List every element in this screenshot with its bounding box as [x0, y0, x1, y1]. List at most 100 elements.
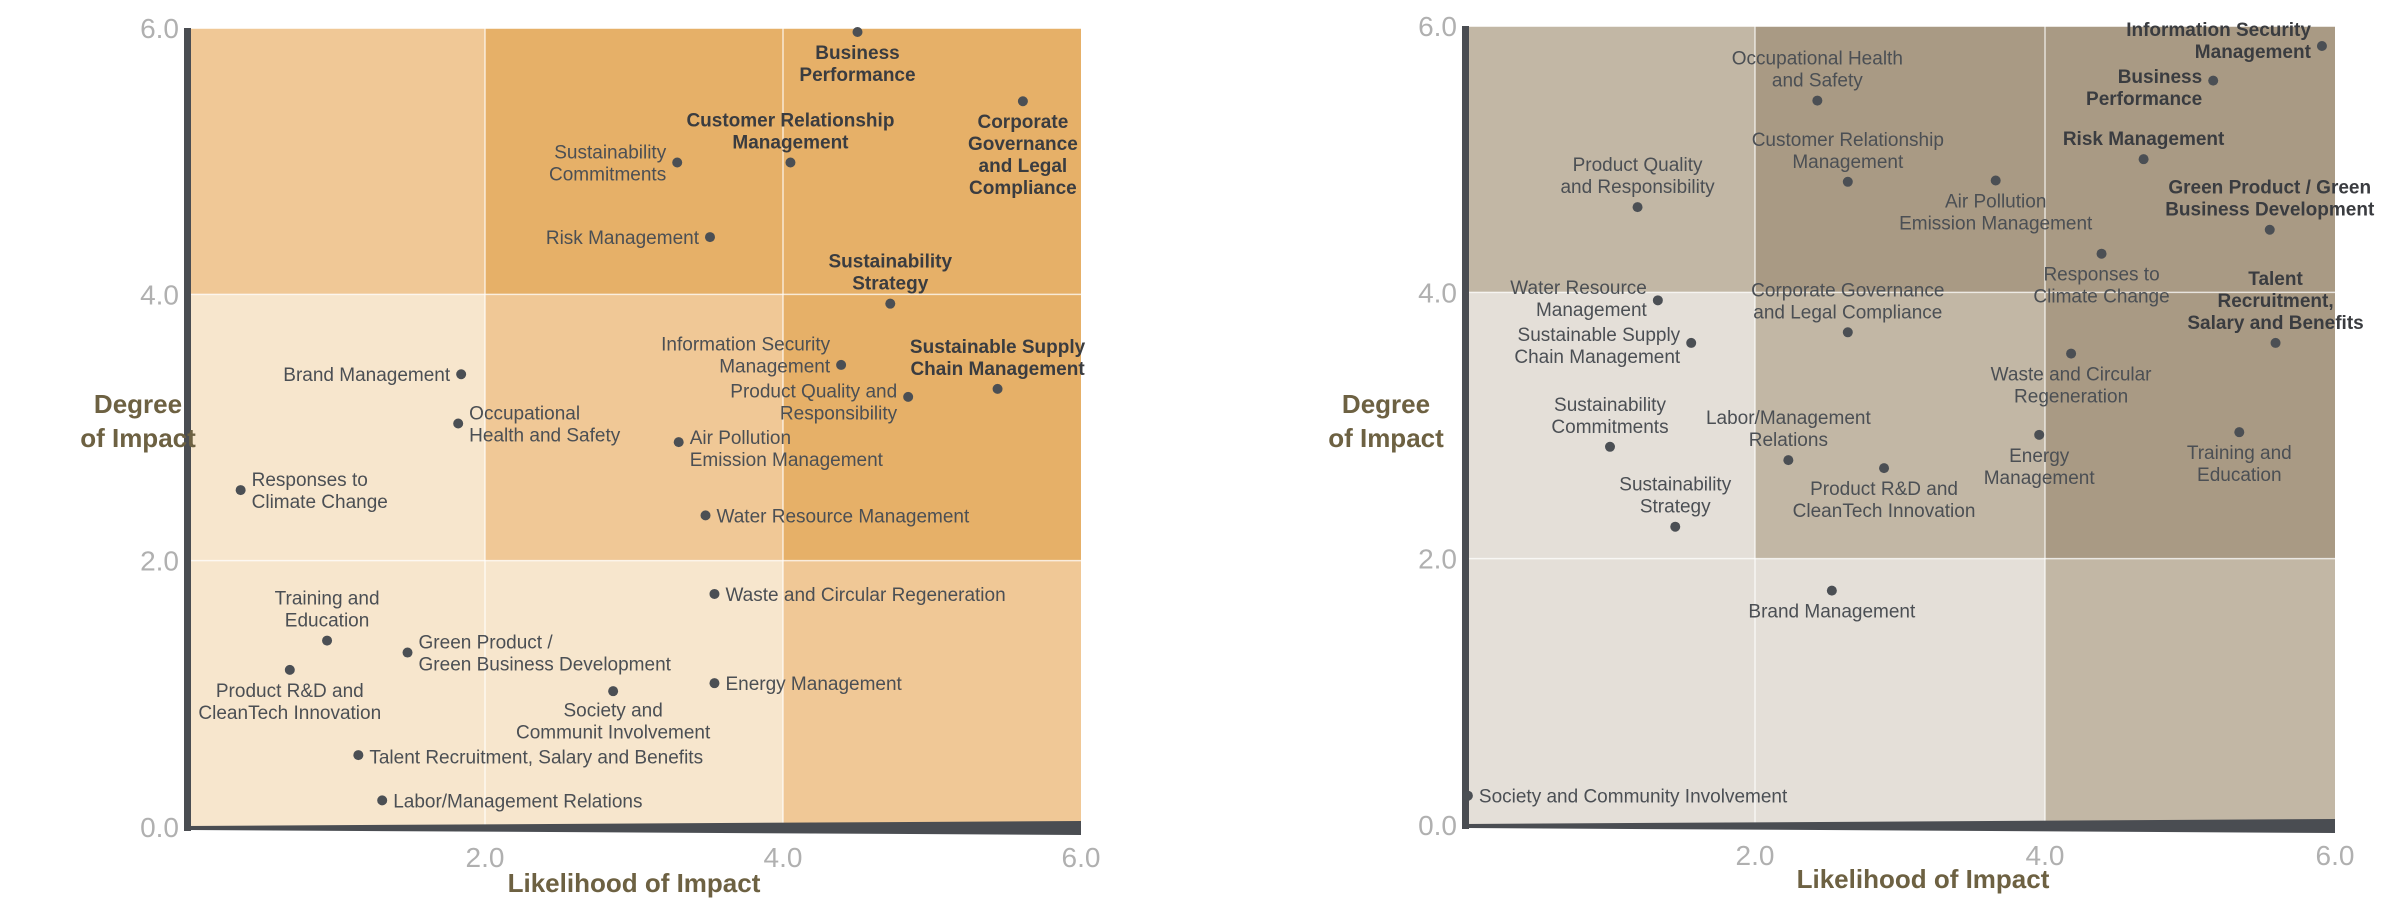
data-point — [2208, 75, 2219, 86]
data-label: Corporate Governance and Legal Compliance — [968, 112, 1078, 199]
data-point-group: Sustainable Supply Chain Management — [1514, 325, 1697, 368]
x-tick-label: 2.0 — [1736, 840, 1775, 871]
data-point-group: Talent Recruitment, Salary and Benefits — [353, 748, 703, 769]
data-point-group: Customer Relationship Management — [686, 110, 894, 168]
risk-zones — [1465, 26, 2335, 825]
data-point — [852, 26, 863, 37]
data-label: Society and Community Involvement — [1479, 787, 1788, 808]
data-point-group: Air Pollution Emission Management — [673, 428, 884, 471]
data-point — [2316, 40, 2327, 51]
data-label: Product Quality and Responsibility — [1560, 155, 1715, 198]
data-point — [1670, 521, 1681, 532]
data-point — [453, 418, 464, 429]
x-tick-label: 6.0 — [1062, 842, 1101, 873]
x-tick-label: 6.0 — [2316, 840, 2355, 871]
data-point-group: Sustainability Strategy — [1619, 475, 1732, 532]
data-point-group: Product R&D and CleanTech Innovation — [198, 664, 381, 724]
data-point-group: Sustainable Supply Chain Management — [910, 337, 1086, 394]
data-label: Occupational Health and Safety — [1732, 49, 1903, 92]
data-label: Talent Recruitment, Salary and Benefits — [369, 748, 703, 769]
x-axis-title: Likelihood of Impact — [508, 868, 761, 898]
data-point-group: Product R&D and CleanTech Innovation — [1793, 463, 1976, 522]
zone-low — [1755, 558, 2045, 825]
data-point — [1812, 95, 1823, 106]
x-tick-label: 4.0 — [764, 842, 803, 873]
y-tick-label: 2.0 — [140, 546, 179, 577]
data-point — [1632, 202, 1643, 213]
data-point — [673, 437, 684, 448]
zone-high — [1755, 26, 2045, 293]
data-point-group: Responses to Climate Change — [2033, 248, 2170, 308]
data-label: Information Security Management — [661, 335, 831, 378]
data-label: Waste and Circular Regeneration — [725, 585, 1005, 606]
x-axis-line — [187, 821, 1081, 835]
data-point-group: Training and Education — [275, 589, 380, 646]
data-label: Information Security Management — [2126, 20, 2311, 63]
data-point-group: Energy Management — [1984, 429, 2095, 489]
data-point — [608, 686, 619, 697]
data-label: Responses to Climate Change — [252, 470, 388, 513]
zone-high — [2045, 292, 2335, 559]
data-label: Product Quality and Responsibility — [730, 381, 897, 424]
data-point-group: Risk Management — [2063, 129, 2225, 165]
y-tick-label: 6.0 — [1418, 11, 1457, 42]
zone-low — [1465, 292, 1755, 559]
data-point-group: Brand Management — [283, 365, 467, 386]
data-point-group: Occupational Health and Safety — [1732, 49, 1903, 106]
data-label: Risk Management — [546, 228, 700, 249]
data-point — [836, 359, 847, 370]
data-point-group: Corporate Governance and Legal Compliance — [968, 96, 1078, 199]
data-label: Sustainability Commitments — [549, 142, 667, 185]
data-label: Customer Relationship Management — [1752, 130, 1944, 173]
x-tick-label: 2.0 — [466, 842, 505, 873]
data-point-group: Brand Management — [1748, 585, 1916, 623]
y-axis-title: Degree of Impact — [80, 389, 196, 453]
zone-medium — [187, 28, 485, 295]
data-label: Business Performance — [2086, 67, 2202, 110]
data-point — [2096, 248, 2107, 259]
data-point — [2066, 348, 2077, 359]
data-label: Sustainable Supply Chain Management — [910, 337, 1086, 380]
data-label: Society and Communit Involvement — [516, 701, 711, 744]
data-point-group: Information Security Management — [2126, 20, 2327, 63]
zone-medium — [2045, 558, 2335, 825]
data-point-group: Waste and Circular Regeneration — [709, 585, 1006, 606]
y-tick-label: 0.0 — [1418, 810, 1457, 841]
data-point — [1017, 96, 1028, 107]
data-label: Responses to Climate Change — [2033, 265, 2169, 308]
data-label: Sustainability Strategy — [1619, 475, 1731, 518]
data-label: Air Pollution Emission Management — [690, 428, 884, 471]
data-label: Training and Education — [2187, 443, 2292, 486]
y-tick-label: 4.0 — [1418, 277, 1457, 308]
data-point-group: Sustainability Commitments — [549, 142, 683, 185]
data-point — [1783, 455, 1794, 466]
zone-high — [2045, 26, 2335, 293]
x-axis-title: Likelihood of Impact — [1797, 864, 2050, 894]
data-point-group: Society and Community Involvement — [1462, 787, 1788, 808]
data-point-group: Green Product / Green Business Developmen… — [2165, 178, 2375, 235]
data-point-group: Green Product / Green Business Developmen… — [402, 633, 672, 676]
zone-high — [783, 28, 1081, 295]
data-label: Training and Education — [275, 589, 380, 632]
data-label: Product R&D and CleanTech Innovation — [1793, 479, 1976, 522]
data-point-group: Water Resource Management — [700, 506, 970, 527]
data-point-group: Responses to Climate Change — [235, 470, 388, 513]
data-label: Water Resource Management — [717, 506, 970, 527]
data-point-group: Business Performance — [2086, 67, 2219, 110]
data-label: Corporate Governance and Legal Compliance — [1751, 280, 1944, 323]
y-axis-line — [184, 28, 191, 831]
zone-medium — [783, 560, 1081, 827]
data-point — [1842, 176, 1853, 187]
data-label: Waste and Circular Regeneration — [1991, 365, 2153, 408]
data-point-group: Sustainability Commitments — [1551, 395, 1669, 452]
data-label: Brand Management — [283, 365, 451, 386]
y-tick-label: 4.0 — [140, 279, 179, 310]
data-label: Occupational Health and Safety — [469, 404, 621, 447]
data-point — [1842, 327, 1853, 338]
data-point-group: Labor/Management Relations — [1706, 408, 1871, 466]
data-point-group: Product Quality and Responsibility — [1560, 155, 1715, 213]
data-point — [235, 485, 246, 496]
data-label: Labor/Management Relations — [1706, 408, 1871, 451]
y-tick-label: 6.0 — [140, 13, 179, 44]
data-label: Labor/Management Relations — [393, 791, 642, 812]
